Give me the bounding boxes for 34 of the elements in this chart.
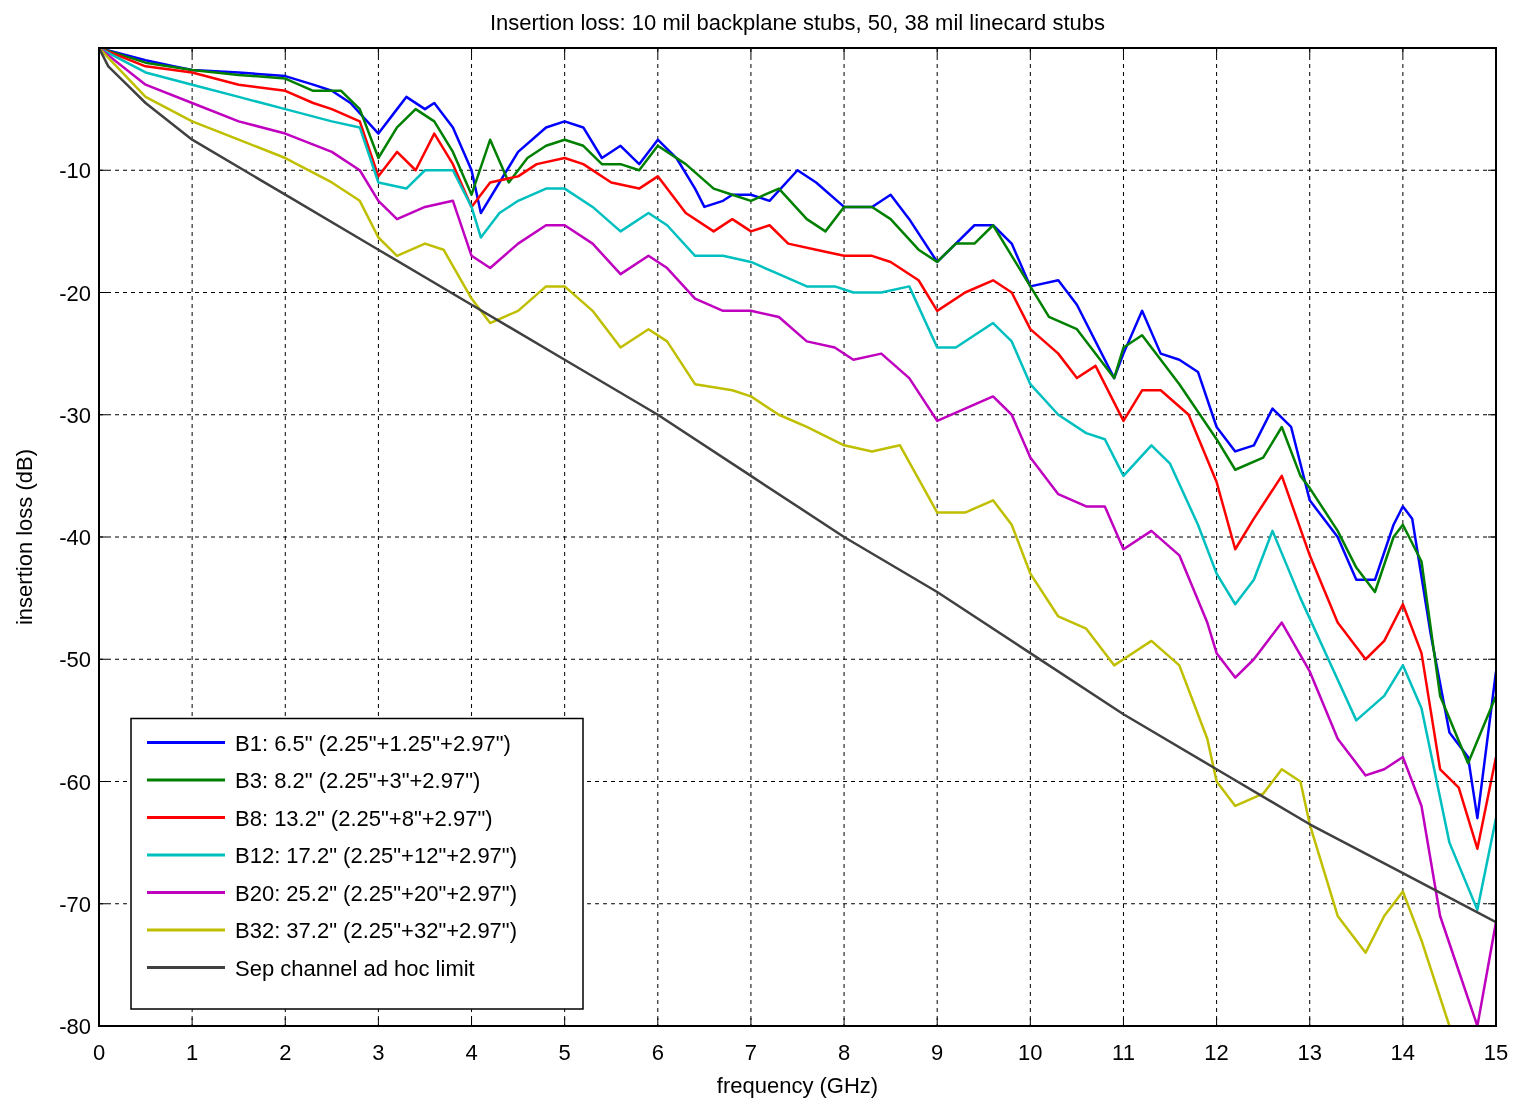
- x-tick-label: 5: [558, 1040, 571, 1065]
- legend-label: Sep channel ad hoc limit: [235, 955, 475, 981]
- legend-label: B3: 8.2" (2.25"+3"+2.97"): [235, 768, 481, 793]
- x-tick-label: 12: [1204, 1040, 1229, 1065]
- legend-label: B1: 6.5" (2.25"+1.25"+2.97"): [235, 730, 511, 756]
- x-tick-label: 1: [186, 1040, 199, 1065]
- x-tick-label: 11: [1112, 1040, 1135, 1065]
- x-tick-label: 14: [1390, 1040, 1416, 1065]
- x-tick-label: 0: [92, 1040, 106, 1065]
- y-tick-label: -60: [59, 769, 91, 795]
- legend-label: B8: 13.2" (2.25"+8"+2.97"): [235, 805, 493, 831]
- chart-title: Insertion loss: 10 mil backplane stubs, 50, 38 mil linecard stubs: [489, 10, 1106, 35]
- x-tick-label: 10: [1018, 1040, 1043, 1065]
- x-tick-label: 7: [744, 1040, 758, 1065]
- x-axis-title: frequency (GHz): [716, 1073, 879, 1098]
- y-tick-label: -40: [59, 525, 91, 550]
- y-tick-label: -50: [59, 647, 91, 673]
- y-tick-label: -10: [59, 158, 91, 184]
- x-tick-label: 13: [1297, 1040, 1322, 1065]
- legend-label: B32: 37.2" (2.25"+32"+2.97"): [235, 918, 517, 943]
- x-tick-label: 4: [465, 1040, 478, 1065]
- x-tick-label: 6: [651, 1040, 664, 1065]
- y-axis-title: insertion loss (dB): [12, 448, 37, 626]
- y-tick-label: -70: [59, 891, 91, 917]
- x-tick-label: 8: [837, 1040, 851, 1065]
- x-tick-label: 3: [372, 1040, 385, 1065]
- legend-label: B12: 17.2" (2.25"+12"+2.97"): [235, 843, 517, 868]
- legend-label: B20: 25.2" (2.25"+20"+2.97"): [235, 880, 517, 906]
- y-tick-label: -20: [59, 280, 91, 306]
- y-tick-label: -30: [59, 402, 91, 428]
- x-tick-label: 15: [1483, 1040, 1509, 1065]
- y-tick-label: -80: [59, 1014, 91, 1039]
- x-tick-label: 9: [931, 1040, 944, 1065]
- x-tick-label: 2: [279, 1040, 292, 1065]
